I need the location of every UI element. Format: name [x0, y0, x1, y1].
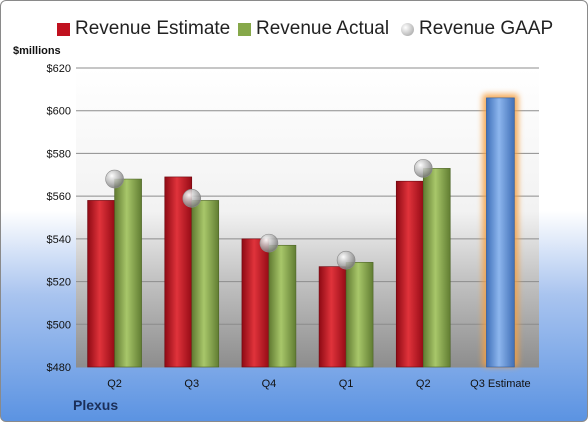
x-tick-label: Q3 Estimate — [470, 378, 531, 390]
y-tick-label: $500 — [47, 319, 71, 331]
legend-label-gaap: Revenue GAAP — [419, 18, 554, 39]
legend-label-estimate: Revenue Estimate — [75, 18, 231, 39]
legend-swatch-gaap — [401, 23, 414, 36]
x-tick-label: Q1 — [339, 378, 354, 390]
gaap-markers — [105, 159, 433, 270]
bar-revenue-estimate — [318, 266, 347, 368]
marker-revenue-gaap — [413, 159, 433, 178]
marker-revenue-gaap — [336, 250, 356, 270]
legend-swatch-actual — [238, 23, 251, 36]
bars — [87, 93, 519, 368]
x-tick-label: Q2 — [107, 378, 122, 390]
y-axis-unit-label: $millions — [13, 45, 61, 57]
y-axis: $480 $500 $520 $540 $560 $580 $600 $620 — [47, 63, 71, 374]
y-tick-label: $580 — [47, 148, 71, 160]
bar-revenue-actual — [345, 262, 374, 368]
bar-revenue-estimate — [395, 180, 424, 368]
gridlines — [76, 67, 539, 368]
bar-revenue-actual — [191, 200, 220, 368]
y-tick-label: $600 — [47, 106, 71, 118]
plot-area — [76, 68, 539, 367]
x-tick-label: Q3 — [184, 378, 199, 390]
legend-label-actual: Revenue Actual — [256, 18, 390, 39]
legend-swatch-estimate — [57, 23, 70, 36]
y-tick-label: $620 — [47, 63, 71, 75]
y-tick-label: $560 — [47, 191, 71, 203]
y-tick-label: $480 — [47, 362, 71, 374]
y-tick-label: $540 — [47, 234, 71, 246]
bar-revenue-estimate — [87, 200, 115, 368]
x-tick-label: Q4 — [262, 378, 277, 390]
bar-revenue-actual — [268, 244, 297, 368]
legend: Revenue Estimate Revenue Actual Revenue … — [1, 15, 587, 43]
marker-revenue-gaap — [259, 233, 279, 253]
y-tick-label: $520 — [47, 277, 71, 289]
bar-revenue-actual — [422, 168, 451, 368]
bar-revenue-estimate — [164, 176, 193, 368]
company-name: Plexus — [73, 397, 119, 413]
x-tick-label: Q2 — [416, 378, 431, 390]
bar-revenue-estimate — [241, 238, 270, 368]
x-axis: Q2 Q3 Q4 Q1 Q2 Q3 Estimate — [107, 378, 530, 390]
bar-revenue-actual — [114, 178, 142, 368]
marker-revenue-gaap — [182, 188, 202, 208]
bar-revenue-estimate-future — [486, 97, 515, 368]
marker-revenue-gaap — [105, 169, 124, 189]
